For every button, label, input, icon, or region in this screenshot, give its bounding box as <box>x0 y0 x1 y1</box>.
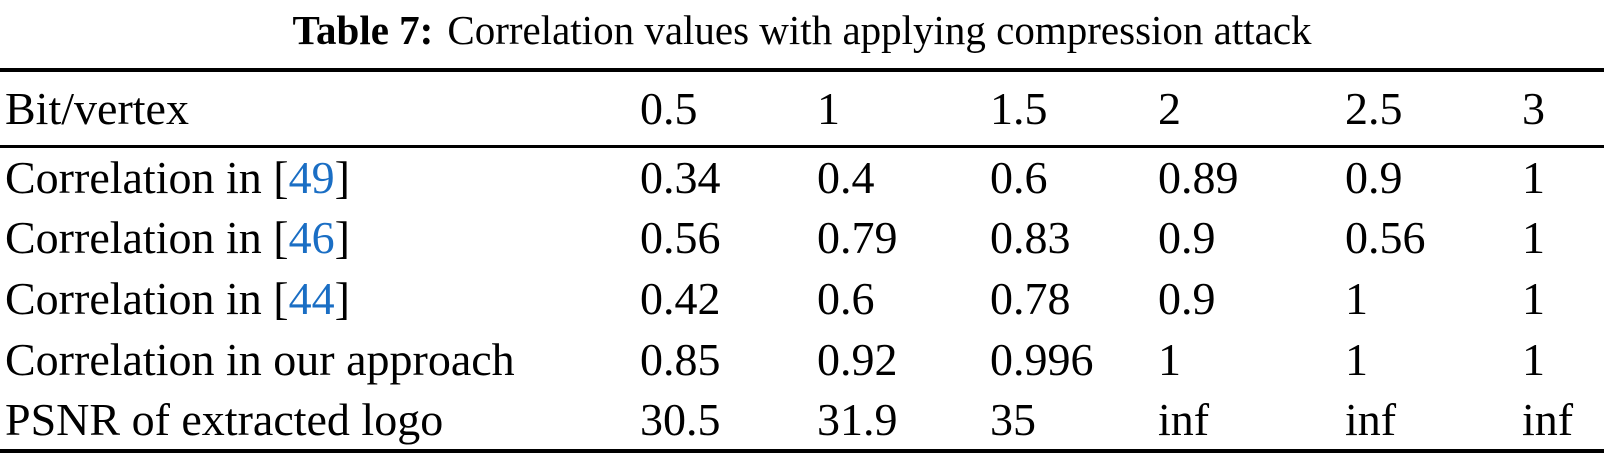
table-cell: 0.89 <box>1158 151 1239 203</box>
row-label-suffix: ] <box>334 273 350 324</box>
table-caption: Table 7: Correlation values with applying… <box>0 0 1604 57</box>
table-cell: 0.85 <box>640 334 721 385</box>
table-cell: 30.5 <box>640 394 721 445</box>
table-caption-text: Correlation values with applying compres… <box>447 7 1312 53</box>
table-cell: inf <box>1522 394 1574 445</box>
table-cell: 35 <box>990 394 1036 445</box>
row-label-text: Correlation in [ <box>5 151 289 203</box>
table-cell: 0.9 <box>1345 151 1403 203</box>
table-cell: 1 <box>1345 334 1368 385</box>
table-cell: 1 <box>1345 273 1368 324</box>
table-cell: 0.6 <box>817 273 875 324</box>
table-caption-number: Table 7: <box>292 7 434 53</box>
table-cell: 0.56 <box>640 212 721 263</box>
table-cell: 0.6 <box>990 151 1048 203</box>
table-header-row: Bit/vertex 0.5 1 1.5 2 2.5 3 <box>0 70 1604 148</box>
citation-link-44[interactable]: 44 <box>288 273 335 324</box>
table-cell: 0.996 <box>990 334 1094 385</box>
row-label-suffix: ] <box>334 151 350 203</box>
row-label: Correlation in [44] <box>0 268 640 329</box>
table-cell: 0.9 <box>1158 212 1216 263</box>
table-row-correlation-49: Correlation in [49] 0.34 0.4 0.6 0.89 0.… <box>0 146 1604 207</box>
correlation-table: Bit/vertex 0.5 1 1.5 2 2.5 3 Correlation… <box>0 68 1604 453</box>
table-cell: 0.83 <box>990 212 1071 263</box>
table-cell: 1 <box>1158 334 1181 385</box>
table-cell: 0.34 <box>640 151 721 203</box>
table-row-correlation-44: Correlation in [44] 0.42 0.6 0.78 0.9 1 … <box>0 268 1604 329</box>
table-cell: 0.92 <box>817 334 898 385</box>
citation-link-49[interactable]: 49 <box>288 151 335 203</box>
row-label-text: PSNR of extracted logo <box>5 394 444 445</box>
row-label-suffix: ] <box>334 212 350 263</box>
table-cell: 0.4 <box>817 151 875 203</box>
table-cell: 0.79 <box>817 212 898 263</box>
table-cell: 0.42 <box>640 273 721 324</box>
table-cell: 0.56 <box>1345 212 1426 263</box>
table-row-correlation-46: Correlation in [46] 0.56 0.79 0.83 0.9 0… <box>0 207 1604 268</box>
header-cell-3: 3 <box>1522 70 1604 148</box>
row-label: Correlation in [49] <box>0 146 640 207</box>
row-label: Correlation in our approach <box>0 329 640 390</box>
table-cell: 0.78 <box>990 273 1071 324</box>
table-cell: 31.9 <box>817 394 898 445</box>
header-cell-1: 1 <box>817 70 990 148</box>
table-cell: 1 <box>1522 334 1545 385</box>
header-cell-1.5: 1.5 <box>990 70 1158 148</box>
row-label: Correlation in [46] <box>0 207 640 268</box>
table-cell: 1 <box>1522 151 1545 203</box>
row-label: PSNR of extracted logo <box>0 390 640 451</box>
table-cell: 0.9 <box>1158 273 1216 324</box>
table-cell: inf <box>1345 394 1397 445</box>
row-label-text: Correlation in [ <box>5 273 289 324</box>
table-cell: inf <box>1158 394 1210 445</box>
table-cell: 1 <box>1522 212 1545 263</box>
table-row-correlation-our-approach: Correlation in our approach 0.85 0.92 0.… <box>0 329 1604 390</box>
row-label-text: Correlation in our approach <box>5 334 515 385</box>
table-cell: 1 <box>1522 273 1545 324</box>
table-row-psnr: PSNR of extracted logo 30.5 31.9 35 inf … <box>0 390 1604 451</box>
header-cell-bit-vertex: Bit/vertex <box>0 70 640 148</box>
header-cell-2.5: 2.5 <box>1345 70 1522 148</box>
header-cell-2: 2 <box>1158 70 1345 148</box>
citation-link-46[interactable]: 46 <box>288 212 335 263</box>
row-label-text: Correlation in [ <box>5 212 289 263</box>
header-cell-0.5: 0.5 <box>640 70 817 148</box>
